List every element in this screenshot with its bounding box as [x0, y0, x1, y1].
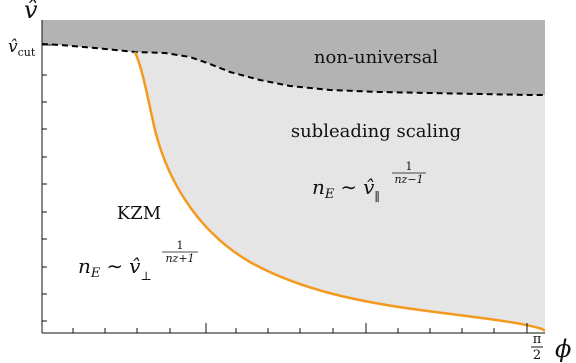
kzm-label: KZM	[117, 203, 161, 224]
kzm-boundary-curve	[133, 51, 546, 333]
y-tick-label-vcut: v̂cut	[8, 37, 36, 59]
y-axis-label: v̂	[24, 0, 38, 24]
kzm-formula: nE ∼ v̂⊥ 1 nz+1	[78, 239, 198, 283]
svg-text:1: 1	[406, 160, 413, 173]
svg-text:nz+1: nz+1	[165, 252, 194, 265]
svg-text:nE∼v̂⊥: nE ∼ v̂⊥	[78, 254, 152, 283]
svg-text:nE∼v̂∥: nE ∼ v̂∥	[312, 175, 380, 204]
y-ticks	[42, 44, 52, 322]
subleading-scaling-label: subleading scaling	[291, 121, 461, 142]
dashed-boundary-curve	[41, 43, 545, 96]
subleading-region	[135, 52, 545, 330]
subleading-formula: nE ∼ v̂∥ 1 nz−1	[312, 160, 426, 204]
x-tick-label-pi-over-2: π 2	[531, 332, 543, 363]
svg-text:π: π	[533, 332, 542, 347]
x-axis-label: ϕ	[555, 335, 571, 363]
non-universal-label: non-universal	[314, 47, 438, 68]
non-universal-region	[42, 20, 545, 95]
svg-text:nz−1: nz−1	[394, 173, 423, 186]
x-ticks	[72, 323, 528, 333]
svg-text:1: 1	[177, 239, 184, 252]
svg-text:2: 2	[533, 348, 541, 363]
